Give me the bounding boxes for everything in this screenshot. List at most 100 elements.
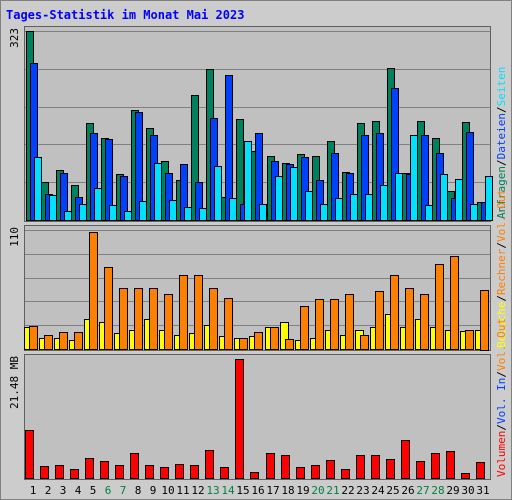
bar-seiten <box>109 205 117 221</box>
day-label: 3 <box>60 484 67 497</box>
right-legend: Volumen/Vol. In/Vol. Out <box>495 318 508 477</box>
legend-entry: / <box>495 106 508 113</box>
legend-entry: / <box>495 424 508 431</box>
bar-volumen <box>296 467 305 479</box>
bar-volumen <box>70 469 79 479</box>
day-label: 28 <box>431 484 444 497</box>
bar-rechner <box>465 330 474 350</box>
bar-seiten <box>49 195 57 221</box>
legend-entry: / <box>495 242 508 249</box>
legend-entry: Vol. Out <box>495 189 508 242</box>
bar-volumen <box>476 462 485 479</box>
bar-rechner <box>179 275 188 350</box>
chart-panels: 323Anfragen/Dateien/Seiten110Besuche/Rec… <box>8 26 508 480</box>
day-label: 25 <box>386 484 399 497</box>
bar-seiten <box>259 204 267 221</box>
legend-entry: Vol. Out <box>495 318 508 371</box>
bar-seiten <box>335 198 343 221</box>
bar-volumen <box>235 359 244 479</box>
bar-rechner <box>224 298 233 350</box>
bar-besuche <box>280 322 289 350</box>
day-label: 7 <box>120 484 127 497</box>
bar-seiten <box>64 211 72 221</box>
day-label: 18 <box>281 484 294 497</box>
bar-volumen <box>401 440 410 479</box>
bar-seiten <box>455 179 463 221</box>
bar-rechner <box>149 288 158 350</box>
bar-rechner <box>119 288 128 350</box>
bar-volumen <box>250 472 259 479</box>
legend-entry: Volumen <box>495 431 508 477</box>
day-label: 24 <box>371 484 385 497</box>
bar-volumen <box>100 461 109 479</box>
bar-volumen <box>371 455 380 479</box>
day-label: 12 <box>191 484 204 497</box>
bar-volumen <box>326 460 335 479</box>
bar-volumen <box>190 465 199 479</box>
bar-rechner <box>405 288 414 350</box>
bar-volumen <box>341 469 350 479</box>
bar-seiten <box>275 176 283 221</box>
bar-volumen <box>416 461 425 479</box>
bar-rechner <box>345 294 354 350</box>
legend-entry: / <box>495 159 508 166</box>
legend-entry: Besuche <box>495 302 508 348</box>
bar-rechner <box>360 335 369 350</box>
bar-rechner <box>435 264 444 350</box>
bar-volumen <box>160 467 169 479</box>
bar-volumen <box>115 465 124 479</box>
bar-seiten <box>139 201 147 221</box>
bar-seiten <box>199 208 207 221</box>
legend-entry: Rechner <box>495 248 508 295</box>
bar-volumen <box>175 464 184 479</box>
legend-entry: / <box>495 371 508 378</box>
day-label: 22 <box>341 484 354 497</box>
day-label: 2 <box>45 484 52 497</box>
legend-entry: Dateien <box>495 113 508 159</box>
bar-volumen <box>461 473 470 479</box>
day-label: 1 <box>30 484 37 497</box>
bar-volumen <box>311 465 320 479</box>
bar-rechner <box>104 267 113 350</box>
bar-volumen <box>55 465 64 479</box>
day-label: 8 <box>135 484 142 497</box>
bar-seiten <box>290 167 298 221</box>
bar-seiten <box>184 207 192 221</box>
legend-entry: / <box>495 295 508 302</box>
bar-rechner <box>270 327 279 350</box>
bar-rechner <box>450 256 459 350</box>
bar-rechner <box>239 338 248 350</box>
day-label: 30 <box>461 484 474 497</box>
bar-rechner <box>89 232 98 350</box>
bar-rechner <box>330 299 339 350</box>
bar-seiten <box>154 163 162 221</box>
bar-volumen <box>25 430 34 479</box>
bar-rechner <box>390 275 399 350</box>
bar-rechner <box>480 290 489 351</box>
y-max-label: 21.48 MB <box>8 356 21 409</box>
bar-seiten <box>320 204 328 221</box>
bar-volumen <box>205 450 214 479</box>
day-label: 21 <box>326 484 339 497</box>
bar-volumen <box>386 459 395 479</box>
bar-rechner <box>134 288 143 350</box>
bar-rechner <box>164 294 173 350</box>
legend-entry: Vol. In <box>495 378 508 424</box>
bar-rechner <box>209 288 218 350</box>
bar-seiten <box>380 185 388 221</box>
bar-seiten <box>94 188 102 221</box>
bar-rechner <box>420 294 429 350</box>
day-label: 16 <box>251 484 264 497</box>
day-label: 17 <box>266 484 279 497</box>
bar-rechner <box>194 275 203 350</box>
bar-seiten <box>79 204 87 221</box>
bar-volumen <box>85 458 94 479</box>
day-label: 20 <box>311 484 324 497</box>
bar-volumen <box>40 466 49 479</box>
day-label: 5 <box>90 484 97 497</box>
bar-seiten <box>395 173 403 221</box>
